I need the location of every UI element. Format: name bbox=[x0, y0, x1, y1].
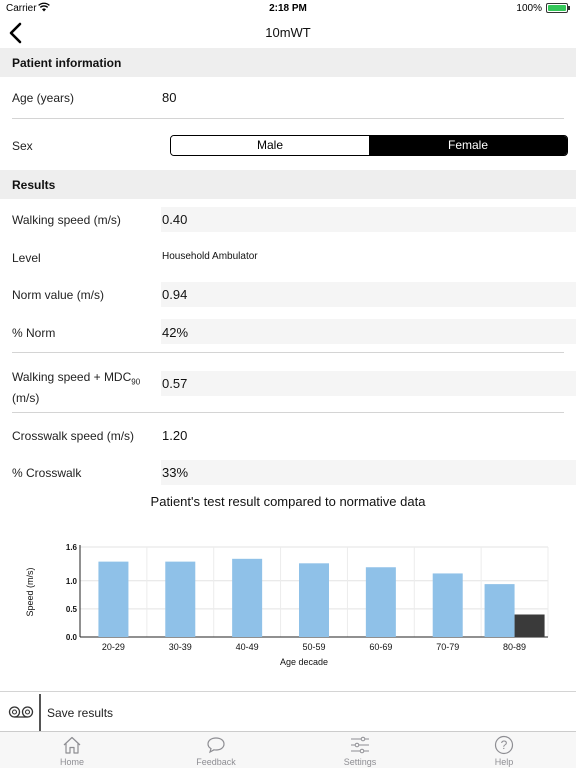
sliders-icon bbox=[351, 736, 369, 754]
navigation-bar: 10mWT bbox=[0, 18, 576, 48]
percent-norm-value: 42% bbox=[162, 325, 189, 340]
age-label: Age (years) bbox=[12, 91, 75, 105]
level-value: Household Ambulator bbox=[162, 251, 258, 262]
mdc-label: Walking speed + MDC90 (m/s) bbox=[12, 369, 140, 406]
mdc-label-subscript: 90 bbox=[131, 377, 141, 387]
bar-norm-80-89 bbox=[484, 584, 515, 637]
x-tick-label: 80-89 bbox=[503, 642, 526, 652]
tab-home[interactable]: Home bbox=[0, 732, 144, 768]
value-background bbox=[161, 371, 576, 396]
tab-help[interactable]: ? Help bbox=[432, 732, 576, 768]
page-title: 10mWT bbox=[265, 25, 311, 40]
tab-settings[interactable]: Settings bbox=[288, 732, 432, 768]
bar-norm-70-79 bbox=[432, 573, 463, 637]
x-tick-label: 70-79 bbox=[436, 642, 459, 652]
save-results-label: Save results bbox=[47, 706, 114, 720]
x-tick-label: 20-29 bbox=[102, 642, 125, 652]
section-header-patient: Patient information bbox=[0, 48, 576, 77]
divider bbox=[12, 412, 564, 413]
y-tick-label: 0.0 bbox=[66, 633, 78, 642]
bar-norm-40-49 bbox=[232, 558, 263, 637]
y-tick-label: 0.5 bbox=[66, 605, 78, 614]
level-label: Level bbox=[12, 251, 41, 265]
age-input[interactable]: 80 bbox=[162, 90, 177, 105]
y-axis-label: Speed (m/s) bbox=[25, 567, 35, 616]
norm-value-label: Norm value (m/s) bbox=[12, 288, 105, 302]
crosswalk-speed-label: Crosswalk speed (m/s) bbox=[12, 429, 135, 443]
chat-bubble-icon bbox=[207, 737, 225, 754]
x-tick-label: 40-49 bbox=[236, 642, 259, 652]
tab-label: Help bbox=[494, 757, 514, 767]
divider bbox=[12, 352, 564, 353]
battery-icon bbox=[546, 3, 570, 13]
wifi-icon bbox=[38, 2, 50, 12]
tab-label: Feedback bbox=[196, 757, 236, 767]
sex-option-male[interactable]: Male bbox=[171, 136, 369, 155]
sex-option-female[interactable]: Female bbox=[369, 136, 567, 155]
percent-crosswalk-label: % Crosswalk bbox=[12, 466, 82, 480]
tab-feedback[interactable]: Feedback bbox=[144, 732, 288, 768]
mdc-label-text: Walking speed + MDC bbox=[12, 370, 132, 384]
status-bar: Carrier 2:18 PM 100% bbox=[0, 0, 576, 18]
bar-norm-50-59 bbox=[299, 563, 329, 637]
mdc-label-unit: (m/s) bbox=[12, 391, 40, 406]
normative-bar-chart: 20-29 30-39 40-49 50-59 60-69 70-79 80-89 0.0 0.… bbox=[25, 543, 549, 667]
value-background bbox=[161, 282, 576, 307]
cassette-tape-icon bbox=[8, 706, 34, 718]
mdc-value: 0.57 bbox=[162, 376, 188, 391]
home-icon bbox=[63, 736, 81, 754]
value-background bbox=[161, 319, 576, 344]
walking-speed-value: 0.40 bbox=[162, 212, 188, 227]
x-tick-label: 60-69 bbox=[369, 642, 392, 652]
battery-percent: 100% bbox=[516, 3, 542, 14]
tab-label: Settings bbox=[343, 757, 377, 767]
x-tick-label: 50-59 bbox=[302, 642, 325, 652]
save-row-separator bbox=[39, 694, 41, 732]
x-tick-label: 30-39 bbox=[169, 642, 192, 652]
help-icon: ? bbox=[494, 735, 514, 755]
svg-text:?: ? bbox=[501, 738, 508, 752]
percent-norm-label: % Norm bbox=[12, 326, 56, 340]
crosswalk-speed-value: 1.20 bbox=[162, 428, 188, 443]
x-axis-label: Age decade bbox=[280, 657, 328, 667]
tab-bar: Home Feedback Settings ? Help bbox=[0, 731, 576, 768]
bar-norm-20-29 bbox=[98, 561, 129, 637]
save-results-row[interactable]: Save results bbox=[0, 691, 576, 732]
bar-norm-60-69 bbox=[365, 567, 396, 637]
section-header-results: Results bbox=[0, 170, 576, 199]
chart-title: Patient's test result compared to normat… bbox=[150, 494, 426, 509]
value-background bbox=[161, 207, 576, 232]
sex-label: Sex bbox=[12, 139, 33, 153]
clock: 2:18 PM bbox=[269, 3, 307, 14]
tab-label: Home bbox=[59, 757, 84, 767]
sex-segmented-control[interactable]: Male Female bbox=[170, 135, 568, 156]
back-chevron-icon[interactable] bbox=[6, 22, 26, 44]
y-tick-label: 1.0 bbox=[66, 577, 78, 586]
value-background bbox=[161, 460, 576, 485]
bar-patient-80-89 bbox=[514, 614, 545, 637]
norm-value: 0.94 bbox=[162, 287, 188, 302]
walking-speed-label: Walking speed (m/s) bbox=[12, 213, 121, 227]
y-tick-label: 1.6 bbox=[66, 543, 78, 552]
bar-norm-30-39 bbox=[165, 561, 196, 637]
percent-crosswalk-value: 33% bbox=[162, 465, 189, 480]
divider bbox=[12, 118, 564, 119]
carrier-label: Carrier bbox=[6, 3, 37, 14]
